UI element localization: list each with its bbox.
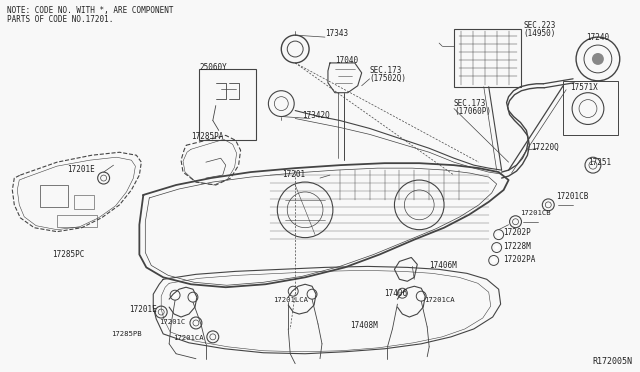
Text: 17406: 17406 bbox=[385, 289, 408, 298]
Text: 17228M: 17228M bbox=[504, 241, 531, 251]
Text: NOTE: CODE NO. WITH *, ARE COMPONENT: NOTE: CODE NO. WITH *, ARE COMPONENT bbox=[7, 6, 174, 15]
Bar bbox=[57, 215, 97, 227]
Circle shape bbox=[310, 292, 314, 296]
Text: 17406M: 17406M bbox=[429, 262, 457, 270]
Text: 17201CB: 17201CB bbox=[556, 192, 589, 201]
Text: 25060Y: 25060Y bbox=[200, 63, 228, 72]
Circle shape bbox=[495, 246, 499, 250]
Circle shape bbox=[173, 293, 177, 297]
Text: (14950): (14950) bbox=[524, 29, 556, 38]
Text: 17201CA: 17201CA bbox=[173, 335, 204, 341]
Bar bbox=[199, 69, 257, 140]
Text: 17251: 17251 bbox=[588, 158, 611, 167]
Text: SEC.173: SEC.173 bbox=[454, 99, 486, 108]
Bar bbox=[454, 29, 522, 87]
Text: 17201: 17201 bbox=[282, 170, 305, 179]
Text: 17201E: 17201E bbox=[129, 305, 157, 314]
Circle shape bbox=[419, 294, 423, 298]
Circle shape bbox=[401, 291, 404, 295]
Bar bbox=[40, 185, 68, 207]
Circle shape bbox=[191, 295, 195, 299]
Text: 17285PC: 17285PC bbox=[52, 250, 84, 259]
Text: 17202PA: 17202PA bbox=[504, 256, 536, 264]
Text: 17201E: 17201E bbox=[67, 165, 95, 174]
Text: 17201LCA: 17201LCA bbox=[273, 297, 308, 303]
Text: 17040: 17040 bbox=[335, 56, 358, 65]
Text: SEC.173: SEC.173 bbox=[370, 66, 402, 75]
Text: 17240: 17240 bbox=[586, 33, 609, 42]
Circle shape bbox=[592, 53, 604, 65]
Text: SEC.223: SEC.223 bbox=[524, 21, 556, 30]
Text: 17201CA: 17201CA bbox=[424, 297, 455, 303]
Circle shape bbox=[497, 232, 500, 237]
Bar bbox=[74, 195, 93, 209]
Text: 17285PB: 17285PB bbox=[111, 331, 142, 337]
Text: (17502Q): (17502Q) bbox=[370, 74, 406, 83]
Circle shape bbox=[492, 259, 495, 262]
Text: 17220Q: 17220Q bbox=[531, 143, 559, 152]
Circle shape bbox=[291, 289, 295, 293]
Text: 17201CB: 17201CB bbox=[520, 210, 551, 216]
Text: 17408M: 17408M bbox=[350, 321, 378, 330]
Text: 17342Q: 17342Q bbox=[302, 110, 330, 119]
Text: 17571X: 17571X bbox=[570, 83, 598, 92]
Text: 17285PA: 17285PA bbox=[191, 132, 223, 141]
Text: 17201C: 17201C bbox=[159, 319, 186, 325]
Bar bbox=[563, 81, 618, 135]
Text: 17202P: 17202P bbox=[504, 228, 531, 237]
Text: PARTS OF CODE NO.17201.: PARTS OF CODE NO.17201. bbox=[7, 15, 114, 24]
Text: (17060P): (17060P) bbox=[454, 107, 491, 116]
Text: 17343: 17343 bbox=[325, 29, 348, 38]
Text: R172005N: R172005N bbox=[593, 357, 633, 366]
